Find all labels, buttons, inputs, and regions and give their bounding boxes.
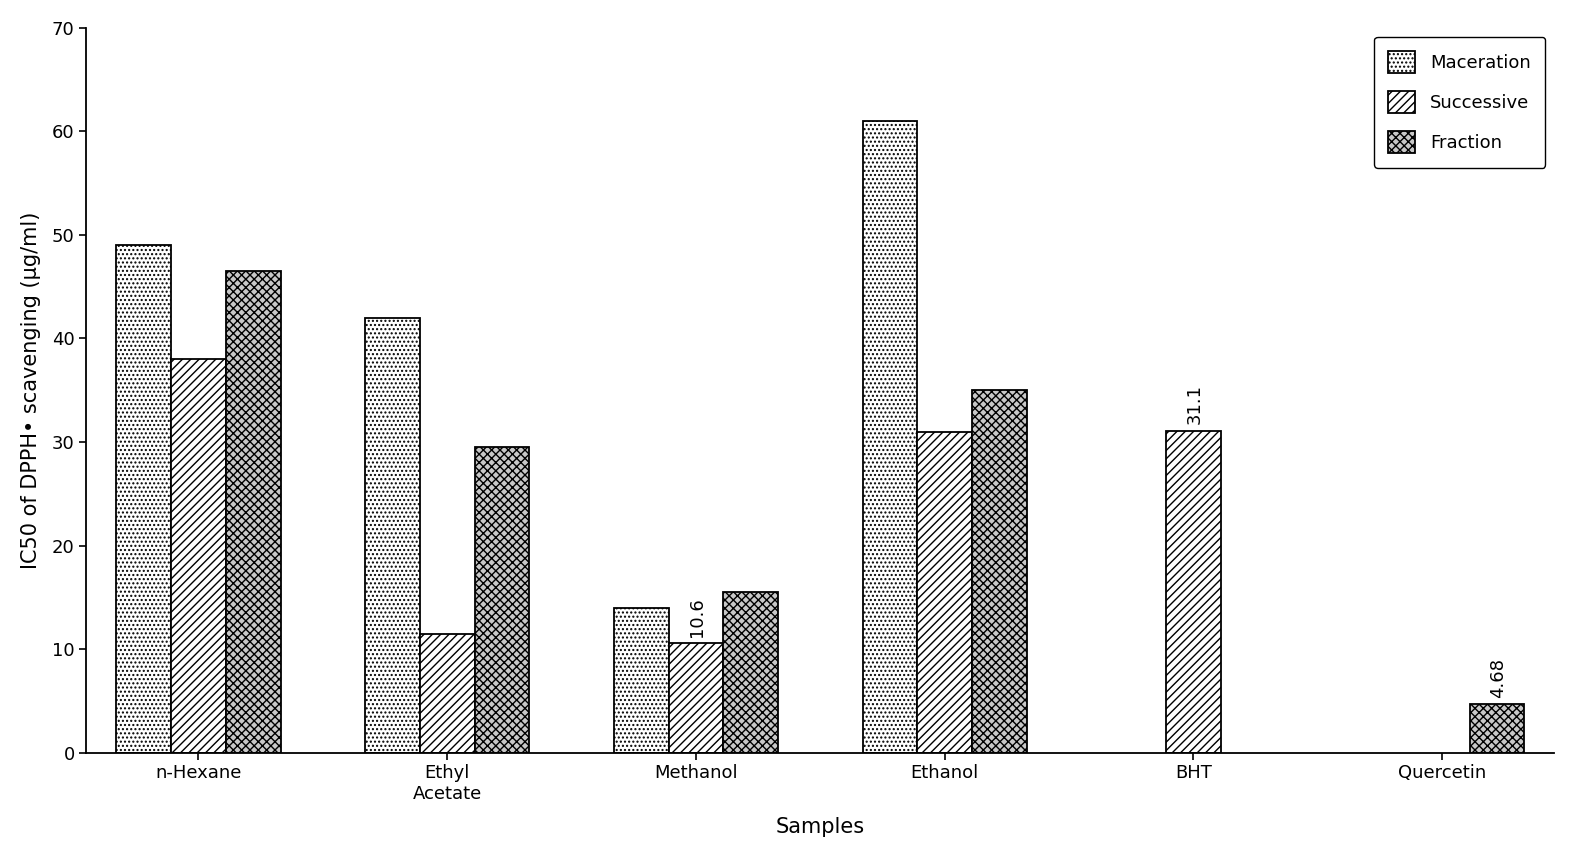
Y-axis label: IC50 of DPPH• scavenging (μg/ml): IC50 of DPPH• scavenging (μg/ml) xyxy=(20,212,41,569)
Text: 31.1: 31.1 xyxy=(1186,384,1203,425)
Bar xyxy=(723,592,778,752)
Legend: Maceration, Successive, Fraction: Maceration, Successive, Fraction xyxy=(1373,37,1545,168)
Bar xyxy=(474,447,529,752)
Bar xyxy=(917,432,972,752)
Bar xyxy=(225,271,280,752)
Bar xyxy=(421,633,474,752)
Bar xyxy=(863,121,917,752)
Text: 10.6: 10.6 xyxy=(688,597,706,637)
Bar xyxy=(669,643,723,752)
Text: 4.68: 4.68 xyxy=(1490,658,1507,698)
Bar xyxy=(365,317,421,752)
Bar xyxy=(972,390,1027,752)
Bar xyxy=(614,607,669,752)
Bar xyxy=(1469,704,1525,752)
X-axis label: Samples: Samples xyxy=(776,817,865,837)
Bar xyxy=(117,245,172,752)
Bar xyxy=(1166,431,1221,752)
Bar xyxy=(172,360,225,752)
